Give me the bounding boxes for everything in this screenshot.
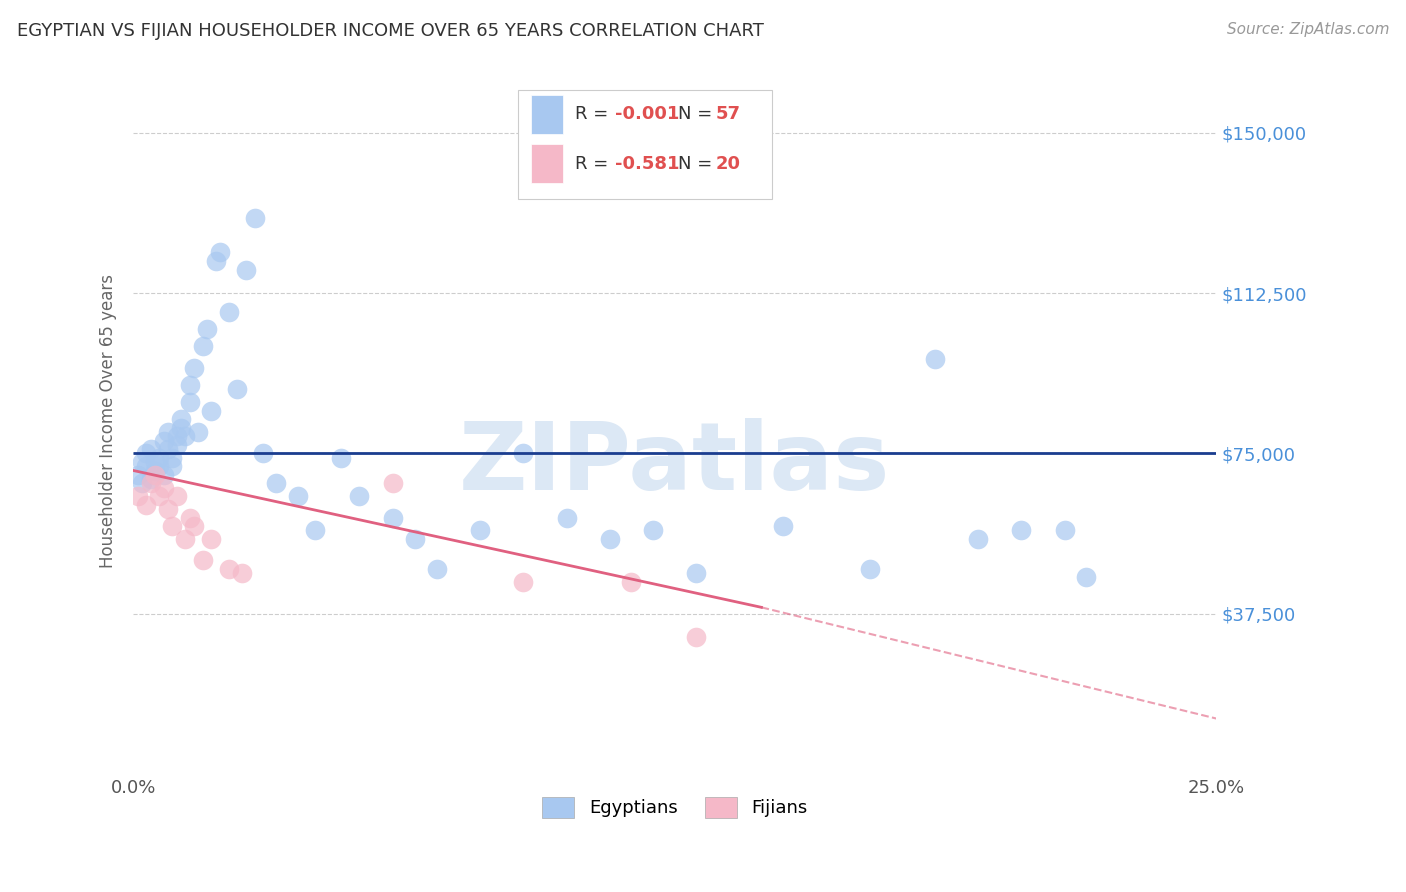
Point [1053,524,1076,538]
Point [170,412,193,426]
Text: Source: ZipAtlas.com: Source: ZipAtlas.com [1226,22,1389,37]
Point [195,322,218,336]
Text: N =: N = [678,105,718,123]
Point [139,442,162,456]
Point [127,467,149,482]
Point [252,446,274,460]
Point [174,532,197,546]
Point [174,429,197,443]
Point [179,510,201,524]
Point [143,455,166,469]
Point [191,339,214,353]
Point [243,211,266,226]
Legend: Egyptians, Fijians: Egyptians, Fijians [534,789,815,825]
FancyBboxPatch shape [531,95,564,134]
Point [218,562,240,576]
Text: N =: N = [678,155,718,173]
Point [218,305,240,319]
Point [1010,524,1032,538]
Point [166,438,188,452]
Text: EGYPTIAN VS FIJIAN HOUSEHOLDER INCOME OVER 65 YEARS CORRELATION CHART: EGYPTIAN VS FIJIAN HOUSEHOLDER INCOME OV… [17,22,763,40]
Point [166,429,188,443]
Point [347,489,370,503]
Point [127,489,149,503]
Point [287,489,309,503]
Point [620,574,643,589]
Point [200,532,222,546]
Point [859,562,882,576]
Point [162,459,184,474]
Text: ZIPatlas: ZIPatlas [460,417,890,509]
Point [512,574,534,589]
Point [179,378,201,392]
Point [135,498,157,512]
Text: 57: 57 [716,105,741,123]
Point [135,459,157,474]
Point [152,481,174,495]
Point [382,476,405,491]
Point [425,562,447,576]
Point [685,630,707,644]
Point [131,455,153,469]
Point [170,421,193,435]
Point [148,489,170,503]
Point [967,532,990,546]
Point [266,476,288,491]
Point [162,450,184,465]
FancyBboxPatch shape [517,90,772,199]
Point [772,519,794,533]
Point [139,472,162,486]
Text: -0.001: -0.001 [616,105,679,123]
Point [143,463,166,477]
Point [643,524,665,538]
Point [148,450,170,465]
Point [304,524,326,538]
Point [685,566,707,581]
Point [179,395,201,409]
Point [156,502,179,516]
Point [382,510,405,524]
Point [152,467,174,482]
Point [191,553,214,567]
Point [183,360,205,375]
Point [162,519,184,533]
Point [330,450,353,465]
Point [148,459,170,474]
Text: 20: 20 [716,155,741,173]
Point [468,524,491,538]
FancyBboxPatch shape [531,145,564,183]
Point [555,510,578,524]
Text: -0.581: -0.581 [616,155,679,173]
Point [1076,570,1098,584]
Point [135,446,157,460]
Point [924,352,946,367]
Point [512,446,534,460]
Point [404,532,426,546]
Point [200,403,222,417]
Point [131,476,153,491]
Point [235,262,257,277]
Text: R =: R = [575,155,614,173]
Point [156,442,179,456]
Text: R =: R = [575,105,614,123]
Point [231,566,253,581]
Point [208,245,231,260]
Point [156,425,179,439]
Point [166,489,188,503]
Point [143,467,166,482]
Point [187,425,209,439]
Point [152,434,174,448]
Point [226,382,249,396]
Point [204,254,226,268]
Point [139,476,162,491]
Point [183,519,205,533]
Y-axis label: Householder Income Over 65 years: Householder Income Over 65 years [100,275,117,568]
Point [599,532,621,546]
